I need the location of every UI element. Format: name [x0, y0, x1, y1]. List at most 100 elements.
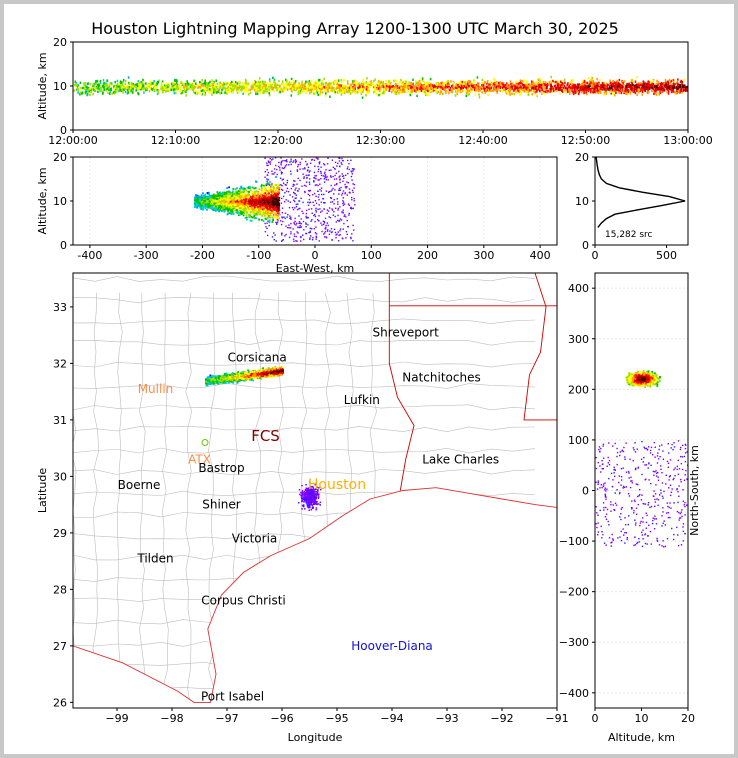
time-altitude-source [203, 81, 206, 85]
dense-source [227, 210, 230, 213]
time-altitude-source [571, 82, 574, 86]
time-altitude-source [381, 82, 384, 85]
sparse-source [283, 216, 285, 218]
time-altitude-source [551, 85, 553, 89]
time-altitude-source [98, 88, 101, 91]
sparse-source [340, 162, 342, 164]
time-altitude-source [219, 81, 222, 84]
time-altitude-source [164, 90, 167, 93]
time-altitude-source [509, 80, 512, 83]
time-altitude-source [405, 87, 407, 91]
time-altitude-source [408, 84, 411, 88]
time-altitude-source [185, 90, 187, 93]
time-altitude-source [379, 93, 382, 96]
time-altitude-source [547, 82, 550, 85]
sparse-source [302, 173, 304, 175]
time-altitude-source [388, 80, 390, 83]
time-altitude-source [246, 85, 249, 89]
sparse-source [309, 162, 312, 164]
time-altitude-source [208, 91, 210, 94]
time-altitude-source [232, 82, 235, 85]
time-altitude-source [456, 85, 459, 88]
time-altitude-source [227, 82, 230, 85]
sparse-source [314, 200, 317, 202]
time-altitude-source [656, 82, 658, 86]
time-altitude-source [621, 86, 624, 89]
time-altitude-source [654, 84, 657, 88]
time-altitude-source [211, 87, 214, 90]
time-altitude-source [537, 83, 539, 86]
time-altitude-source [297, 85, 300, 88]
time-altitude-source [581, 83, 583, 86]
sparse-source [309, 201, 312, 203]
sparse-source [339, 165, 341, 167]
time-altitude-source [262, 83, 265, 86]
time-altitude-source [405, 87, 408, 90]
time-altitude-source [201, 79, 203, 82]
time-altitude-source [566, 88, 569, 91]
time-altitude-source [96, 79, 99, 83]
time-altitude-source [399, 90, 401, 93]
time-altitude-source [281, 87, 284, 90]
time-altitude-source [182, 84, 185, 88]
time-altitude-source [160, 85, 162, 89]
time-altitude-source [626, 89, 629, 92]
sparse-source [296, 183, 298, 185]
time-altitude-source [182, 90, 185, 94]
sparse-source [286, 179, 289, 182]
sparse-source [296, 169, 298, 171]
time-altitude-source [660, 86, 662, 89]
time-altitude-source [186, 80, 188, 83]
time-altitude-source [234, 84, 236, 88]
time-altitude-source [491, 82, 493, 85]
sparse-source [322, 223, 325, 226]
sparse-source [305, 212, 308, 215]
time-altitude-source [124, 87, 127, 90]
time-altitude-source [216, 82, 219, 85]
time-altitude-source [672, 82, 675, 86]
time-altitude-source [679, 85, 682, 88]
sparse-source [354, 204, 356, 206]
time-altitude-source [482, 84, 485, 87]
time-altitude-source [643, 88, 646, 91]
time-altitude-source [205, 87, 208, 90]
time-altitude-source [546, 84, 548, 87]
sparse-source [276, 212, 279, 214]
time-altitude-source [120, 82, 122, 85]
time-altitude-source [102, 91, 104, 94]
time-altitude-source [330, 82, 332, 85]
time-altitude-source [374, 88, 376, 91]
time-altitude-source [137, 92, 139, 95]
time-altitude-source [352, 91, 355, 94]
time-altitude-source [147, 83, 150, 87]
sparse-source [342, 201, 345, 203]
time-altitude-source [598, 87, 600, 90]
time-altitude-source [452, 87, 454, 90]
sparse-source [313, 214, 315, 217]
time-altitude-source [373, 80, 375, 83]
time-altitude-source [222, 85, 225, 88]
time-altitude-source [499, 89, 501, 92]
time-altitude-source [191, 86, 193, 89]
time-altitude-source [106, 79, 109, 82]
sparse-source [299, 207, 301, 210]
time-altitude-source [492, 85, 495, 88]
sparse-source [346, 219, 348, 222]
time-altitude-source [436, 91, 438, 95]
time-altitude-source [293, 88, 295, 91]
time-altitude-source [641, 93, 643, 96]
time-altitude-source [186, 83, 189, 86]
time-altitude-source [324, 88, 326, 91]
sparse-source [305, 223, 307, 225]
time-altitude-source [489, 85, 491, 88]
time-altitude-source [120, 89, 123, 92]
sparse-source [295, 187, 297, 189]
sparse-source [286, 159, 288, 161]
dense-source [217, 209, 220, 212]
time-altitude-source [354, 91, 357, 95]
time-altitude-source [122, 80, 124, 84]
time-altitude-source [612, 80, 614, 83]
time-altitude-source [237, 88, 240, 91]
time-altitude-source [312, 87, 315, 90]
sparse-source [272, 158, 274, 160]
